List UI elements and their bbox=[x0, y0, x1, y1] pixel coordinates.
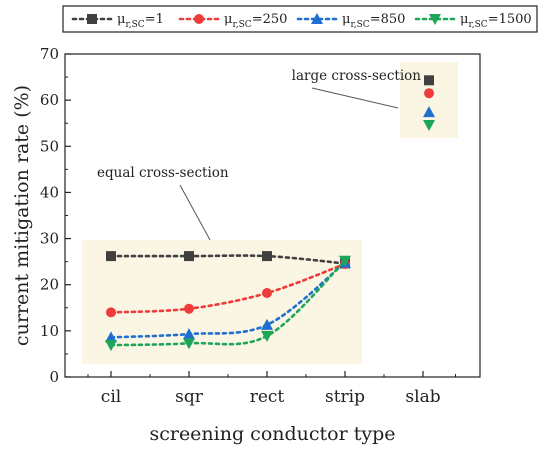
x-tick-label: cil bbox=[101, 387, 121, 407]
annotation-pointer-equal bbox=[179, 184, 211, 241]
x-tick-label: rect bbox=[250, 387, 285, 407]
legend-marker bbox=[194, 14, 204, 24]
legend-marker bbox=[311, 13, 323, 24]
series-4 bbox=[105, 120, 435, 352]
legend-label-sub: r,SC bbox=[125, 20, 144, 30]
data-point bbox=[183, 328, 195, 340]
series-line bbox=[109, 262, 347, 314]
legend-label: μr,SC=1500 bbox=[460, 12, 532, 30]
data-point bbox=[261, 330, 273, 342]
series-line bbox=[109, 254, 347, 265]
data-point bbox=[184, 251, 194, 262]
y-tick-label: 0 bbox=[49, 368, 59, 386]
legend-item-2: μr,SC=250 bbox=[178, 12, 287, 30]
data-point-large-cross-section bbox=[424, 88, 434, 99]
y-tick-label: 10 bbox=[40, 322, 59, 340]
legend-item-1: μr,SC=1 bbox=[71, 12, 164, 30]
highlight-regions bbox=[82, 62, 458, 364]
series-line bbox=[109, 261, 347, 339]
x-tick-label: slab bbox=[405, 387, 440, 407]
y-axis-title: current mitigation rate (%) bbox=[11, 85, 33, 346]
legend: μr,SC=1 μr,SC=250 μr,SC=850 μr,SC=1500 bbox=[62, 5, 538, 33]
series-line bbox=[109, 259, 347, 347]
legend-label-sub: r,SC bbox=[350, 20, 369, 30]
legend-label-value: =1500 bbox=[488, 12, 532, 27]
data-point bbox=[183, 338, 195, 350]
data-point-large-cross-section bbox=[424, 75, 434, 86]
legend-label-value: =850 bbox=[370, 12, 406, 27]
legend-marker bbox=[87, 14, 97, 24]
legend-label: μr,SC=1 bbox=[117, 12, 164, 30]
annotation-large-cross-section: large cross-section bbox=[292, 68, 422, 84]
x-tick-label: strip bbox=[325, 387, 365, 407]
y-tick-label: 50 bbox=[40, 137, 59, 155]
data-point bbox=[106, 307, 116, 318]
y-tick-label: 30 bbox=[40, 230, 59, 248]
legend-label-sub: r,SC bbox=[468, 20, 487, 30]
y-tick-label: 70 bbox=[40, 45, 59, 63]
legend-label-value: =250 bbox=[252, 12, 288, 27]
data-point bbox=[184, 303, 194, 314]
legend-label-main: μ bbox=[460, 12, 468, 27]
annotations: large cross-section equal cross-section bbox=[97, 68, 422, 241]
y-tick-label: 20 bbox=[40, 276, 59, 294]
x-tick-label: sqr bbox=[175, 387, 204, 407]
legend-label-main: μ bbox=[117, 12, 125, 27]
axes: 0 10 20 30 40 50 60 70 cil sqr rect strip slab screen… bbox=[11, 45, 481, 445]
legend-marker bbox=[429, 14, 441, 25]
data-point bbox=[105, 331, 117, 343]
y-tick-label: 60 bbox=[40, 91, 59, 109]
y-tick-label: 40 bbox=[40, 183, 59, 201]
data-point-large-cross-section bbox=[423, 120, 435, 132]
data-point bbox=[261, 318, 273, 330]
legend-item-3: μr,SC=850 bbox=[296, 12, 405, 30]
x-axis-title: screening conductor type bbox=[149, 423, 395, 445]
data-point bbox=[262, 288, 272, 299]
legend-label-value: =1 bbox=[145, 12, 164, 27]
legend-label-sub: r,SC bbox=[232, 20, 251, 30]
legend-label-main: μ bbox=[224, 12, 232, 27]
legend-item-4: μr,SC=1500 bbox=[414, 12, 532, 30]
annotation-pointer-large bbox=[311, 87, 399, 109]
legend-label: μr,SC=850 bbox=[342, 12, 405, 30]
data-point bbox=[262, 251, 272, 262]
data-point bbox=[106, 251, 116, 262]
series-2 bbox=[106, 88, 434, 318]
legend-label: μr,SC=250 bbox=[224, 12, 287, 30]
data-point-large-cross-section bbox=[423, 106, 435, 118]
data-point bbox=[105, 340, 117, 352]
data-series bbox=[105, 75, 435, 352]
data-point bbox=[339, 255, 351, 267]
annotation-equal-cross-section: equal cross-section bbox=[97, 165, 229, 181]
legend-label-main: μ bbox=[342, 12, 350, 27]
